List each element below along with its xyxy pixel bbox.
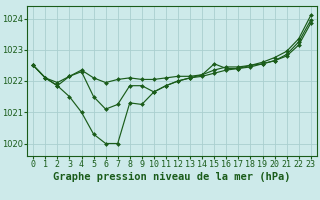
X-axis label: Graphe pression niveau de la mer (hPa): Graphe pression niveau de la mer (hPa) — [53, 172, 291, 182]
